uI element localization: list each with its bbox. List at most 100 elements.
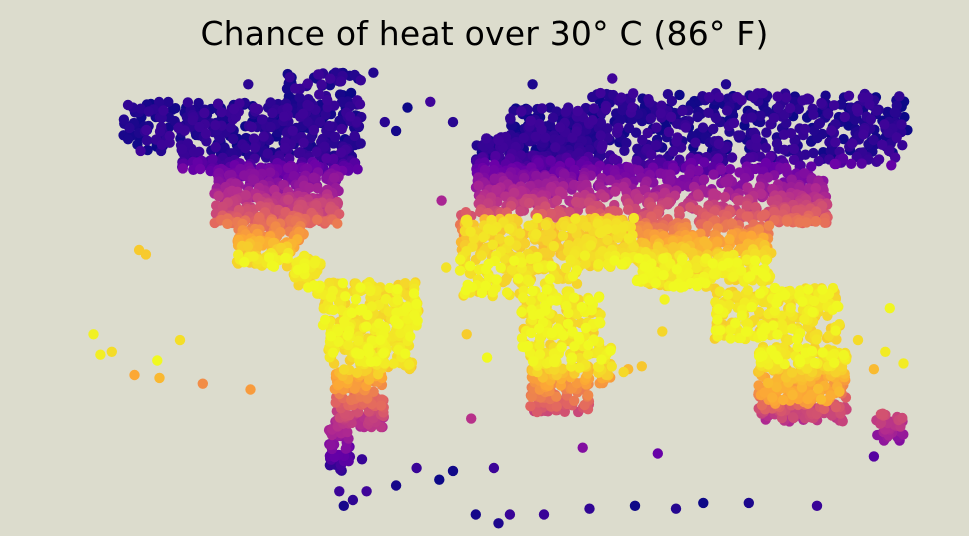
station-point [690,137,701,148]
station-point [282,162,294,174]
station-point [368,67,379,78]
station-point [249,142,261,153]
station-point [573,331,584,343]
station-point [802,93,813,104]
station-point [863,92,874,103]
station-point [337,278,349,289]
station-point [747,91,759,103]
station-point [623,122,635,134]
station-point [799,314,810,325]
station-point [677,105,688,117]
station-point [877,408,888,419]
station-point [201,136,212,147]
station-point [663,126,675,138]
station-point [316,79,327,90]
station-point [338,364,350,375]
station-point [873,154,885,165]
station-point [659,294,670,305]
station-point [411,462,422,474]
station-point [883,127,894,138]
station-point [199,107,210,119]
station-point [602,123,613,134]
station-point [788,143,800,155]
station-point [622,204,634,215]
station-point [322,95,333,106]
station-point [567,132,578,143]
station-point [355,282,366,293]
station-point [527,356,539,367]
station-point [725,333,736,344]
station-point [780,162,792,174]
station-point [896,119,907,130]
station-point [390,480,402,491]
station-point [533,262,544,274]
station-point [538,509,550,520]
station-point [771,138,783,149]
station-point [298,137,309,148]
station-point [550,353,561,365]
station-point [746,301,757,313]
station-point [303,282,314,293]
station-point [708,188,720,199]
station-point [460,285,472,296]
station-point [797,296,808,307]
station-point [741,211,752,222]
station-point [325,439,336,451]
station-point [566,352,578,363]
station-point [302,116,313,127]
station-point [342,330,353,341]
station-point [461,329,472,340]
station-point [401,302,412,313]
station-point [177,144,188,155]
station-point [515,228,526,239]
station-point [473,180,484,191]
station-point [720,176,731,187]
station-point [699,157,710,168]
station-point [249,102,260,114]
station-point [569,395,580,406]
station-point [757,268,768,279]
station-point [671,264,683,275]
station-point [516,106,527,117]
station-point [523,197,535,209]
station-point [345,87,357,99]
station-point [554,122,566,133]
station-point [279,142,291,153]
station-point [347,494,359,506]
station-point [724,164,736,175]
station-point [454,265,466,276]
station-point [464,260,476,272]
station-point [158,105,169,116]
station-point [667,146,679,157]
station-point [239,170,250,181]
station-point [519,172,530,184]
station-point [324,120,335,132]
station-point [651,122,662,133]
station-point [744,152,755,163]
station-point [284,72,295,83]
station-point [567,271,579,282]
station-point [670,503,682,514]
station-point [488,164,500,176]
station-point [513,273,524,284]
station-point [871,105,882,116]
station-point [400,348,411,359]
station-point [891,132,902,143]
station-point [95,349,106,360]
station-point [897,140,908,151]
map-title: Chance of heat over 30° C (86° F) [200,14,769,53]
station-point [763,220,775,231]
station-point [265,97,276,108]
station-point [829,158,840,170]
station-point [579,399,590,411]
station-point [767,392,778,403]
station-point [719,191,731,203]
station-point [280,252,291,264]
station-point [375,400,387,411]
station-point [325,331,337,342]
station-point [810,183,821,194]
station-point [536,124,547,135]
station-point [813,156,824,167]
station-point [698,174,710,185]
station-point [504,223,515,234]
